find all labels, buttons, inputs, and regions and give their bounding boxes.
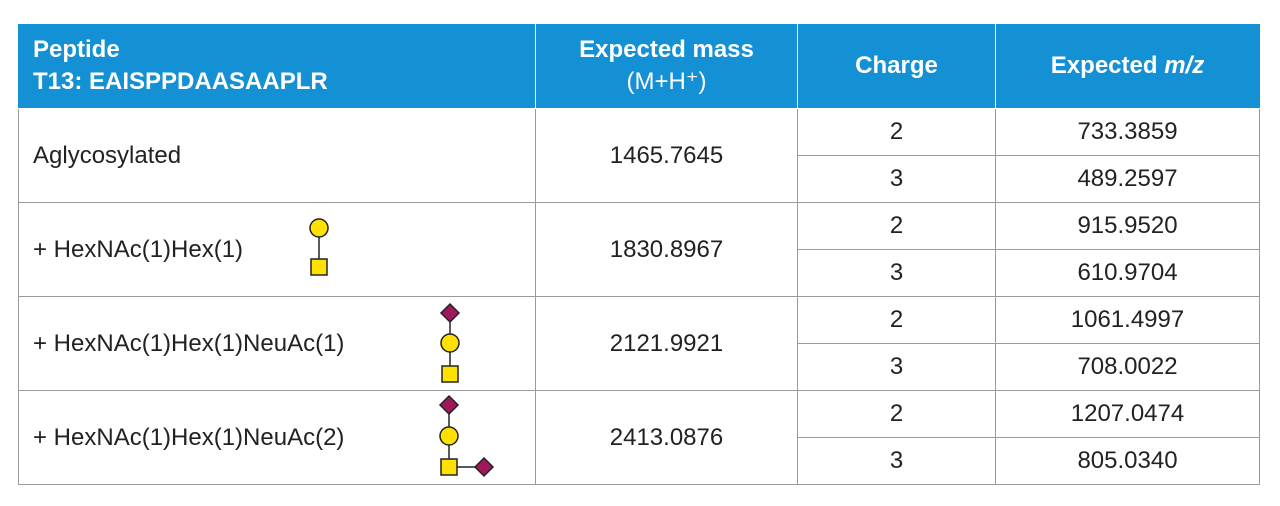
expected-mass: 1465.7645	[535, 108, 798, 203]
row-label: + HexNAc(1)Hex(1)NeuAc(2)	[18, 390, 536, 485]
table-body: Aglycosylated 1465.7645 2 733.3859 3 489.2597…	[18, 108, 1260, 485]
charge: 2	[797, 108, 996, 156]
row: 3 805.0340	[19, 437, 1260, 485]
header-mz: Expected m/z	[995, 24, 1260, 109]
row: Aglycosylated 1465.7645 2 733.3859	[18, 108, 1260, 203]
header-row: Peptide T13: EAISPPDAASAAPLR Expected mas…	[18, 24, 1260, 109]
row: 3 610.9704	[19, 249, 1260, 297]
row: + HexNAc(1)Hex(1)NeuAc(1) 2121.9921 2 1061.…	[18, 296, 1260, 391]
expected-mz: 708.0022	[995, 343, 1260, 391]
header-peptide: Peptide T13: EAISPPDAASAAPLR	[18, 24, 536, 109]
charge: 3	[797, 155, 996, 203]
charge: 2	[797, 296, 996, 344]
header-text: Expected mass	[579, 35, 754, 63]
expected-mz: 489.2597	[995, 155, 1260, 203]
header-charge: Charge	[797, 24, 996, 109]
row-label: + HexNAc(1)Hex(1)	[18, 202, 536, 297]
header-mass: Expected mass (M+H⁺)	[535, 24, 798, 109]
row: + HexNAc(1)Hex(1)NeuAc(2) 2413.0876 2 1207.…	[18, 390, 1260, 485]
row-label: + HexNAc(1)Hex(1)NeuAc(1)	[18, 296, 536, 391]
header-text: m/z	[1164, 51, 1205, 79]
row-label: Aglycosylated	[18, 108, 536, 203]
charge: 2	[797, 202, 996, 250]
expected-mass: 1830.8967	[535, 202, 798, 297]
expected-mz: 1061.4997	[995, 296, 1260, 344]
header-text: T13: EAISPPDAASAAPLR	[33, 68, 328, 95]
charge: 3	[797, 437, 996, 485]
expected-mass: 2121.9921	[535, 296, 798, 391]
charge: 2	[797, 390, 996, 438]
glycopeptide-table: Peptide T13: EAISPPDAASAAPLR Expected mas…	[18, 24, 1260, 485]
expected-mz: 610.9704	[995, 249, 1260, 297]
expected-mz: 915.9520	[995, 202, 1260, 250]
expected-mass: 2413.0876	[535, 390, 798, 485]
expected-mz: 733.3859	[995, 108, 1260, 156]
row: 3 708.0022	[19, 343, 1260, 391]
row: + HexNAc(1)Hex(1) 1830.8967 2 915.9520	[18, 202, 1260, 297]
header-text: (M+H⁺)	[626, 68, 707, 95]
expected-mz: 805.0340	[995, 437, 1260, 485]
row: 3 489.2597	[19, 155, 1260, 203]
header-text: Peptide	[33, 35, 120, 63]
charge: 3	[797, 343, 996, 391]
expected-mz: 1207.0474	[995, 390, 1260, 438]
header-text: Expected	[1050, 51, 1158, 79]
charge: 3	[797, 249, 996, 297]
